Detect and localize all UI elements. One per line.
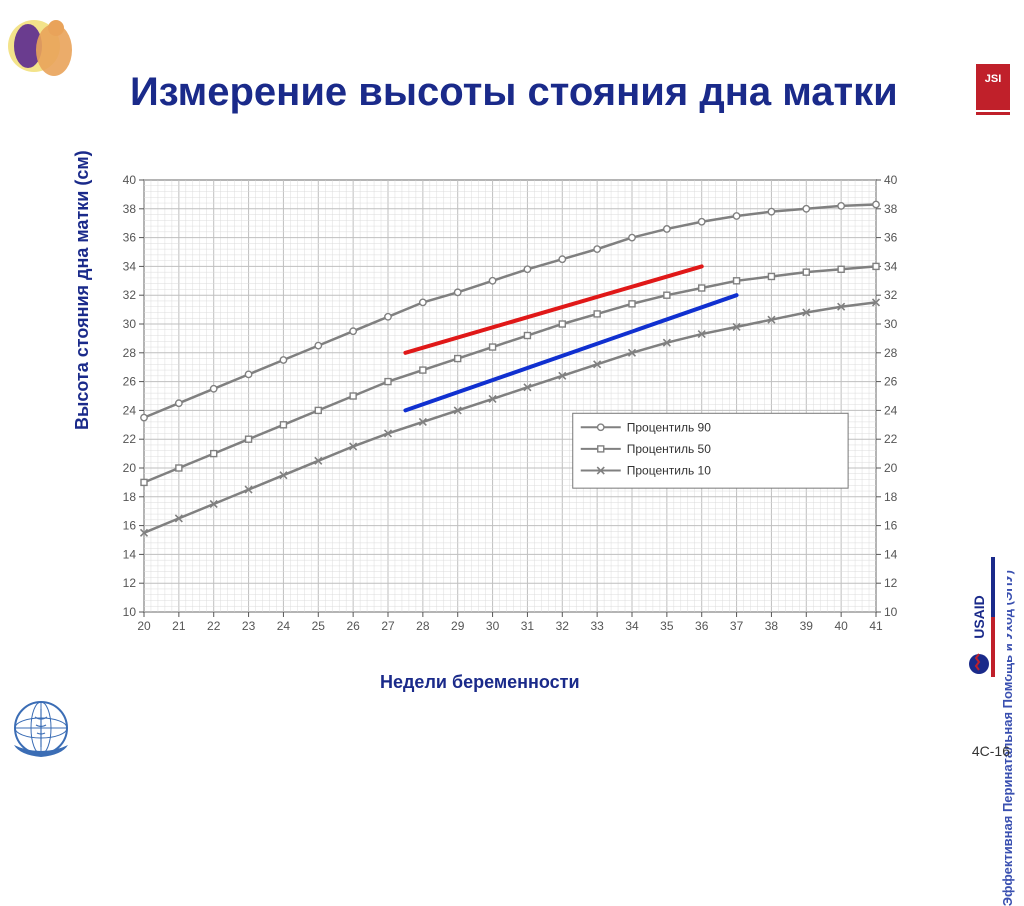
- svg-text:24: 24: [884, 403, 898, 417]
- svg-text:35: 35: [660, 619, 674, 633]
- usaid-logo-icon: USAID: [964, 557, 1014, 677]
- fundal-height-chart: 20 21 22 23 24 25 26 27 28 29 30 31 32 33 34 35 36 37 38 39…: [100, 172, 920, 652]
- x-axis-label: Недели беременности: [380, 672, 580, 693]
- jsi-logo-icon: JSI: [976, 64, 1010, 124]
- svg-text:36: 36: [884, 231, 898, 245]
- svg-text:20: 20: [123, 461, 137, 475]
- svg-text:31: 31: [521, 619, 535, 633]
- who-logo-icon: [10, 697, 72, 759]
- svg-text:16: 16: [123, 519, 137, 533]
- svg-text:24: 24: [277, 619, 291, 633]
- svg-text:28: 28: [416, 619, 430, 633]
- y-axis-label: Высота стояния дна матки (см): [72, 150, 93, 430]
- svg-text:28: 28: [884, 346, 898, 360]
- page-title: Измерение высоты стояния дна матки: [130, 70, 900, 114]
- slide-number: 4C-16: [972, 743, 1010, 759]
- svg-text:26: 26: [123, 375, 137, 389]
- svg-text:27: 27: [381, 619, 395, 633]
- svg-text:38: 38: [884, 202, 898, 216]
- svg-text:32: 32: [884, 288, 898, 302]
- svg-text:12: 12: [884, 576, 898, 590]
- svg-text:30: 30: [486, 619, 500, 633]
- svg-text:JSI: JSI: [985, 73, 1002, 85]
- svg-text:22: 22: [884, 432, 898, 446]
- svg-text:23: 23: [242, 619, 256, 633]
- svg-text:28: 28: [123, 346, 137, 360]
- svg-text:38: 38: [123, 202, 137, 216]
- svg-text:32: 32: [556, 619, 570, 633]
- svg-text:USAID: USAID: [971, 595, 987, 639]
- svg-text:25: 25: [312, 619, 326, 633]
- svg-text:26: 26: [884, 375, 898, 389]
- app-logo-icon: [6, 6, 96, 96]
- svg-text:34: 34: [123, 259, 137, 273]
- svg-text:40: 40: [834, 619, 848, 633]
- svg-text:40: 40: [884, 173, 898, 187]
- svg-text:36: 36: [695, 619, 709, 633]
- svg-text:22: 22: [207, 619, 221, 633]
- svg-text:14: 14: [123, 547, 137, 561]
- svg-text:40: 40: [123, 173, 137, 187]
- svg-text:37: 37: [730, 619, 744, 633]
- svg-text:14: 14: [884, 547, 898, 561]
- svg-text:24: 24: [123, 403, 137, 417]
- svg-text:36: 36: [123, 231, 137, 245]
- svg-text:34: 34: [625, 619, 639, 633]
- svg-text:21: 21: [172, 619, 186, 633]
- svg-text:20: 20: [884, 461, 898, 475]
- svg-text:12: 12: [123, 576, 137, 590]
- svg-text:10: 10: [123, 605, 137, 619]
- svg-text:30: 30: [123, 317, 137, 331]
- svg-text:10: 10: [884, 605, 898, 619]
- svg-text:22: 22: [123, 432, 137, 446]
- svg-text:Процентиль 50: Процентиль 50: [627, 442, 711, 456]
- sidebar: JSI Эффективная Перинатальная Помощь и У…: [958, 0, 1018, 767]
- svg-text:39: 39: [800, 619, 814, 633]
- svg-text:29: 29: [451, 619, 465, 633]
- svg-text:34: 34: [884, 259, 898, 273]
- svg-text:18: 18: [123, 490, 137, 504]
- svg-text:Процентиль 10: Процентиль 10: [627, 464, 711, 478]
- svg-text:38: 38: [765, 619, 779, 633]
- svg-text:16: 16: [884, 519, 898, 533]
- svg-text:33: 33: [590, 619, 604, 633]
- svg-text:41: 41: [869, 619, 883, 633]
- svg-text:30: 30: [884, 317, 898, 331]
- svg-text:20: 20: [137, 619, 151, 633]
- svg-text:26: 26: [346, 619, 360, 633]
- svg-text:Процентиль 90: Процентиль 90: [627, 420, 711, 434]
- svg-text:18: 18: [884, 490, 898, 504]
- svg-text:32: 32: [123, 288, 137, 302]
